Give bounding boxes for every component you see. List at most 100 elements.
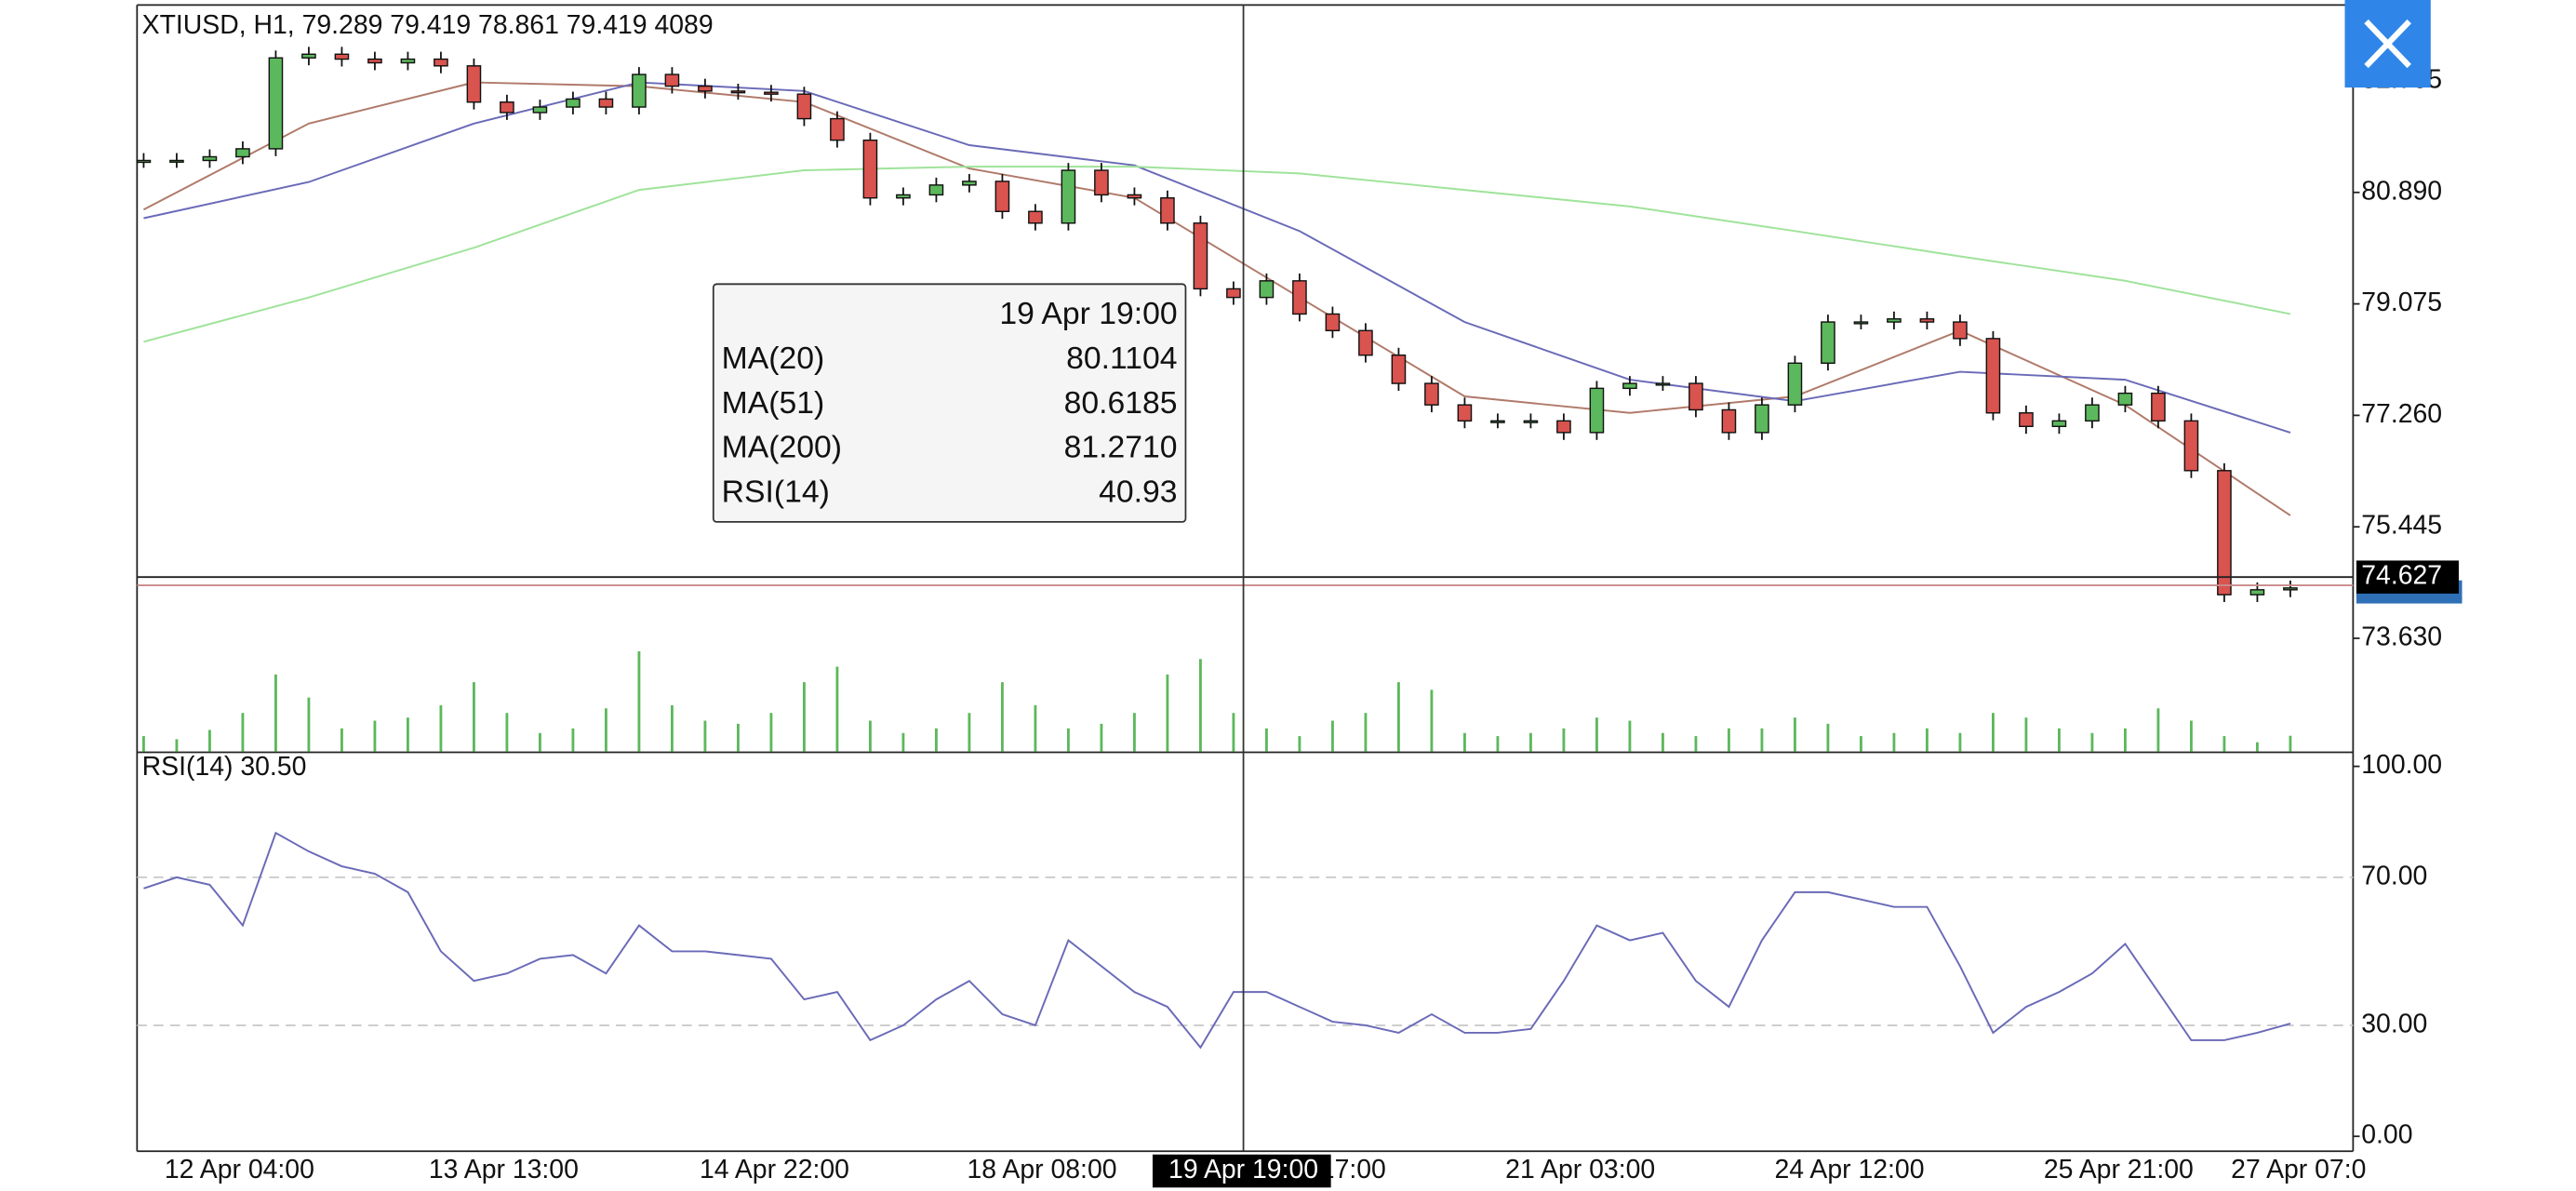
- crosshair-time: 19 Apr 19:00: [1168, 1155, 1318, 1184]
- moving-average: [142, 81, 2291, 516]
- y-tick-label: 80.890: [2361, 176, 2442, 206]
- candle-body: [2085, 404, 2100, 422]
- candle-body: [2283, 587, 2298, 591]
- tooltip-row-value: 40.93: [1099, 475, 1177, 510]
- candle-body: [169, 159, 184, 163]
- candle-body: [1259, 280, 1275, 299]
- tooltip-row-value: 81.2710: [1064, 430, 1178, 465]
- candle-body: [1490, 420, 1505, 423]
- candle-body: [566, 98, 581, 108]
- candle-body: [1127, 194, 1142, 199]
- candle-body: [1622, 382, 1637, 390]
- x-tick-label: 25 Apr 21:00: [2044, 1155, 2194, 1184]
- candle-body: [1160, 197, 1175, 224]
- candle-body: [664, 74, 680, 87]
- candle-body: [202, 155, 218, 162]
- tooltip-row-label: MA(20): [722, 341, 825, 376]
- candle-body: [1556, 420, 1571, 434]
- candle-body: [235, 148, 250, 158]
- x-tick-label: 21 Apr 03:00: [1505, 1155, 1655, 1184]
- x-tick-label: 24 Apr 12:00: [1774, 1155, 1924, 1184]
- candle-body: [1721, 408, 1737, 434]
- candle-body: [1358, 329, 1373, 356]
- tooltip-row-label: MA(51): [722, 385, 825, 421]
- candle-body: [730, 90, 746, 94]
- y-tick-label: 75.445: [2361, 511, 2442, 541]
- candle-body: [2051, 420, 2067, 427]
- tooltip-row-label: RSI(14): [722, 475, 830, 510]
- y-tick-label: 30.00: [2361, 1009, 2427, 1038]
- candle-body: [400, 58, 416, 64]
- x-tick-label: 14 Apr 22:00: [700, 1155, 849, 1184]
- tooltip-row-value: 80.6185: [1064, 385, 1178, 421]
- candle-body: [830, 117, 845, 141]
- candle-body: [1292, 280, 1307, 315]
- candle-body: [1424, 382, 1439, 406]
- candle-body: [1755, 404, 1769, 434]
- candle-body: [1094, 169, 1109, 196]
- x-tick-label: 13 Apr 13:00: [429, 1155, 579, 1184]
- candle-body: [532, 106, 548, 114]
- candle-body: [928, 184, 944, 196]
- candle-body: [632, 74, 647, 108]
- tooltip-row-label: MA(200): [722, 430, 842, 465]
- candle-body: [1953, 321, 1968, 340]
- y-tick-label: 73.630: [2361, 622, 2442, 652]
- candle-body: [1226, 288, 1241, 299]
- tooltip-box: [712, 283, 1187, 523]
- x-tick-label: 27 Apr 07:0: [2231, 1155, 2366, 1184]
- rsi-label: RSI(14) 30.50: [142, 752, 307, 782]
- candle-body: [500, 101, 514, 114]
- candle-body: [1821, 321, 1835, 364]
- candle-body: [1523, 420, 1539, 423]
- candle-body: [2117, 392, 2133, 406]
- candle-body: [1028, 210, 1043, 224]
- candle-body: [1655, 382, 1671, 386]
- candle-body: [1787, 362, 1803, 406]
- candle-body: [796, 93, 812, 120]
- candle-body: [2019, 412, 2034, 427]
- candle-body: [862, 139, 878, 199]
- rsi-line: [143, 831, 2291, 1050]
- close-icon: [2364, 19, 2411, 69]
- candle-body: [896, 194, 911, 199]
- candle-body: [2249, 589, 2265, 596]
- candle-body: [962, 181, 977, 186]
- candle-body: [1457, 404, 1473, 422]
- tooltip-row-value: 80.1104: [1066, 341, 1177, 376]
- candle-body: [698, 85, 713, 92]
- x-tick-label: 12 Apr 04:00: [165, 1155, 314, 1184]
- candle-body: [2217, 470, 2232, 596]
- tooltip: 19 Apr 19:00 MA(20) 80.1104 MA(51) 80.6185 MA…: [712, 283, 1187, 523]
- candle-body: [764, 91, 779, 95]
- candle-body: [1589, 387, 1605, 434]
- candle-body: [367, 58, 382, 64]
- y-tick-label: 0.00: [2361, 1120, 2412, 1150]
- y-tick-label: 70.00: [2361, 861, 2427, 890]
- price-box: [2356, 560, 2459, 594]
- candle-body: [434, 58, 448, 67]
- candle-body: [1193, 222, 1208, 290]
- candle-body: [994, 181, 1010, 212]
- candle-body: [2183, 420, 2199, 472]
- frame: [136, 4, 2355, 1153]
- current-price-label: 74.627: [2361, 561, 2442, 591]
- tooltip-time: 19 Apr 19:00: [999, 296, 1177, 331]
- candle-body: [136, 159, 152, 164]
- candle-body: [598, 98, 614, 108]
- moving-average: [143, 166, 2291, 343]
- candle-body: [334, 53, 350, 60]
- candle-body: [2151, 392, 2166, 422]
- y-tick-label: 77.260: [2361, 399, 2442, 429]
- candle-body: [1853, 321, 1869, 325]
- y-tick-label: 100.00: [2361, 750, 2442, 780]
- symbol-header: XTIUSD, H1, 79.289 79.419 78.861 79.419 …: [142, 10, 714, 40]
- candle-body: [1985, 338, 2001, 414]
- candle-body: [1688, 382, 1703, 411]
- candle-body: [1325, 313, 1341, 332]
- x-tick-label: 18 Apr 08:00: [968, 1155, 1117, 1184]
- candle-body: [1919, 318, 1935, 323]
- candle-body: [268, 57, 284, 150]
